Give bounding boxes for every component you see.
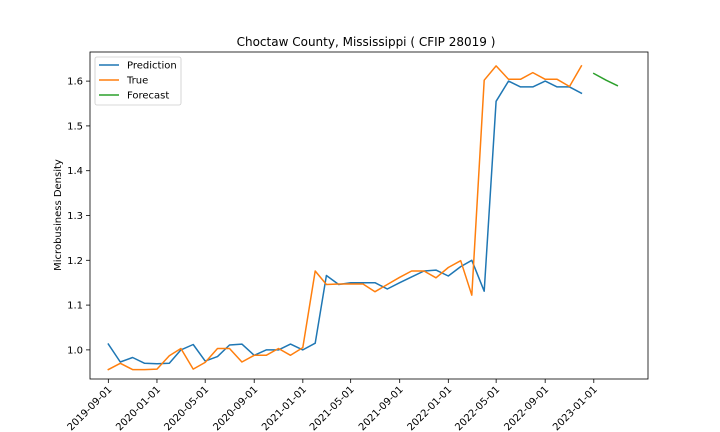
y-tick-label: 1.2 — [67, 256, 83, 267]
y-tick-label: 1.1 — [67, 301, 83, 312]
legend-label-forecast: Forecast — [127, 91, 169, 102]
y-tick-label: 1.6 — [67, 77, 83, 88]
y-axis-label: Microbusiness Density — [53, 159, 64, 271]
y-tick-label: 1.4 — [67, 166, 83, 177]
y-tick-label: 1.3 — [67, 211, 83, 222]
y-axis: 1.0 1.1 1.2 1.3 1.4 1.5 1.6 — [67, 77, 90, 356]
series-layer — [107, 64, 619, 371]
legend-box — [94, 56, 182, 106]
legend-label-prediction: Prediction — [127, 61, 177, 72]
series-line-forecast — [592, 72, 619, 87]
y-tick-label: 1.5 — [67, 121, 83, 132]
chart-title: Choctaw County, Mississippi ( CFIP 28019… — [237, 35, 496, 49]
series-line-true — [107, 64, 583, 371]
legend-label-true: True — [126, 76, 148, 87]
legend: Prediction True Forecast — [94, 56, 182, 106]
y-tick-label: 1.0 — [67, 345, 83, 356]
